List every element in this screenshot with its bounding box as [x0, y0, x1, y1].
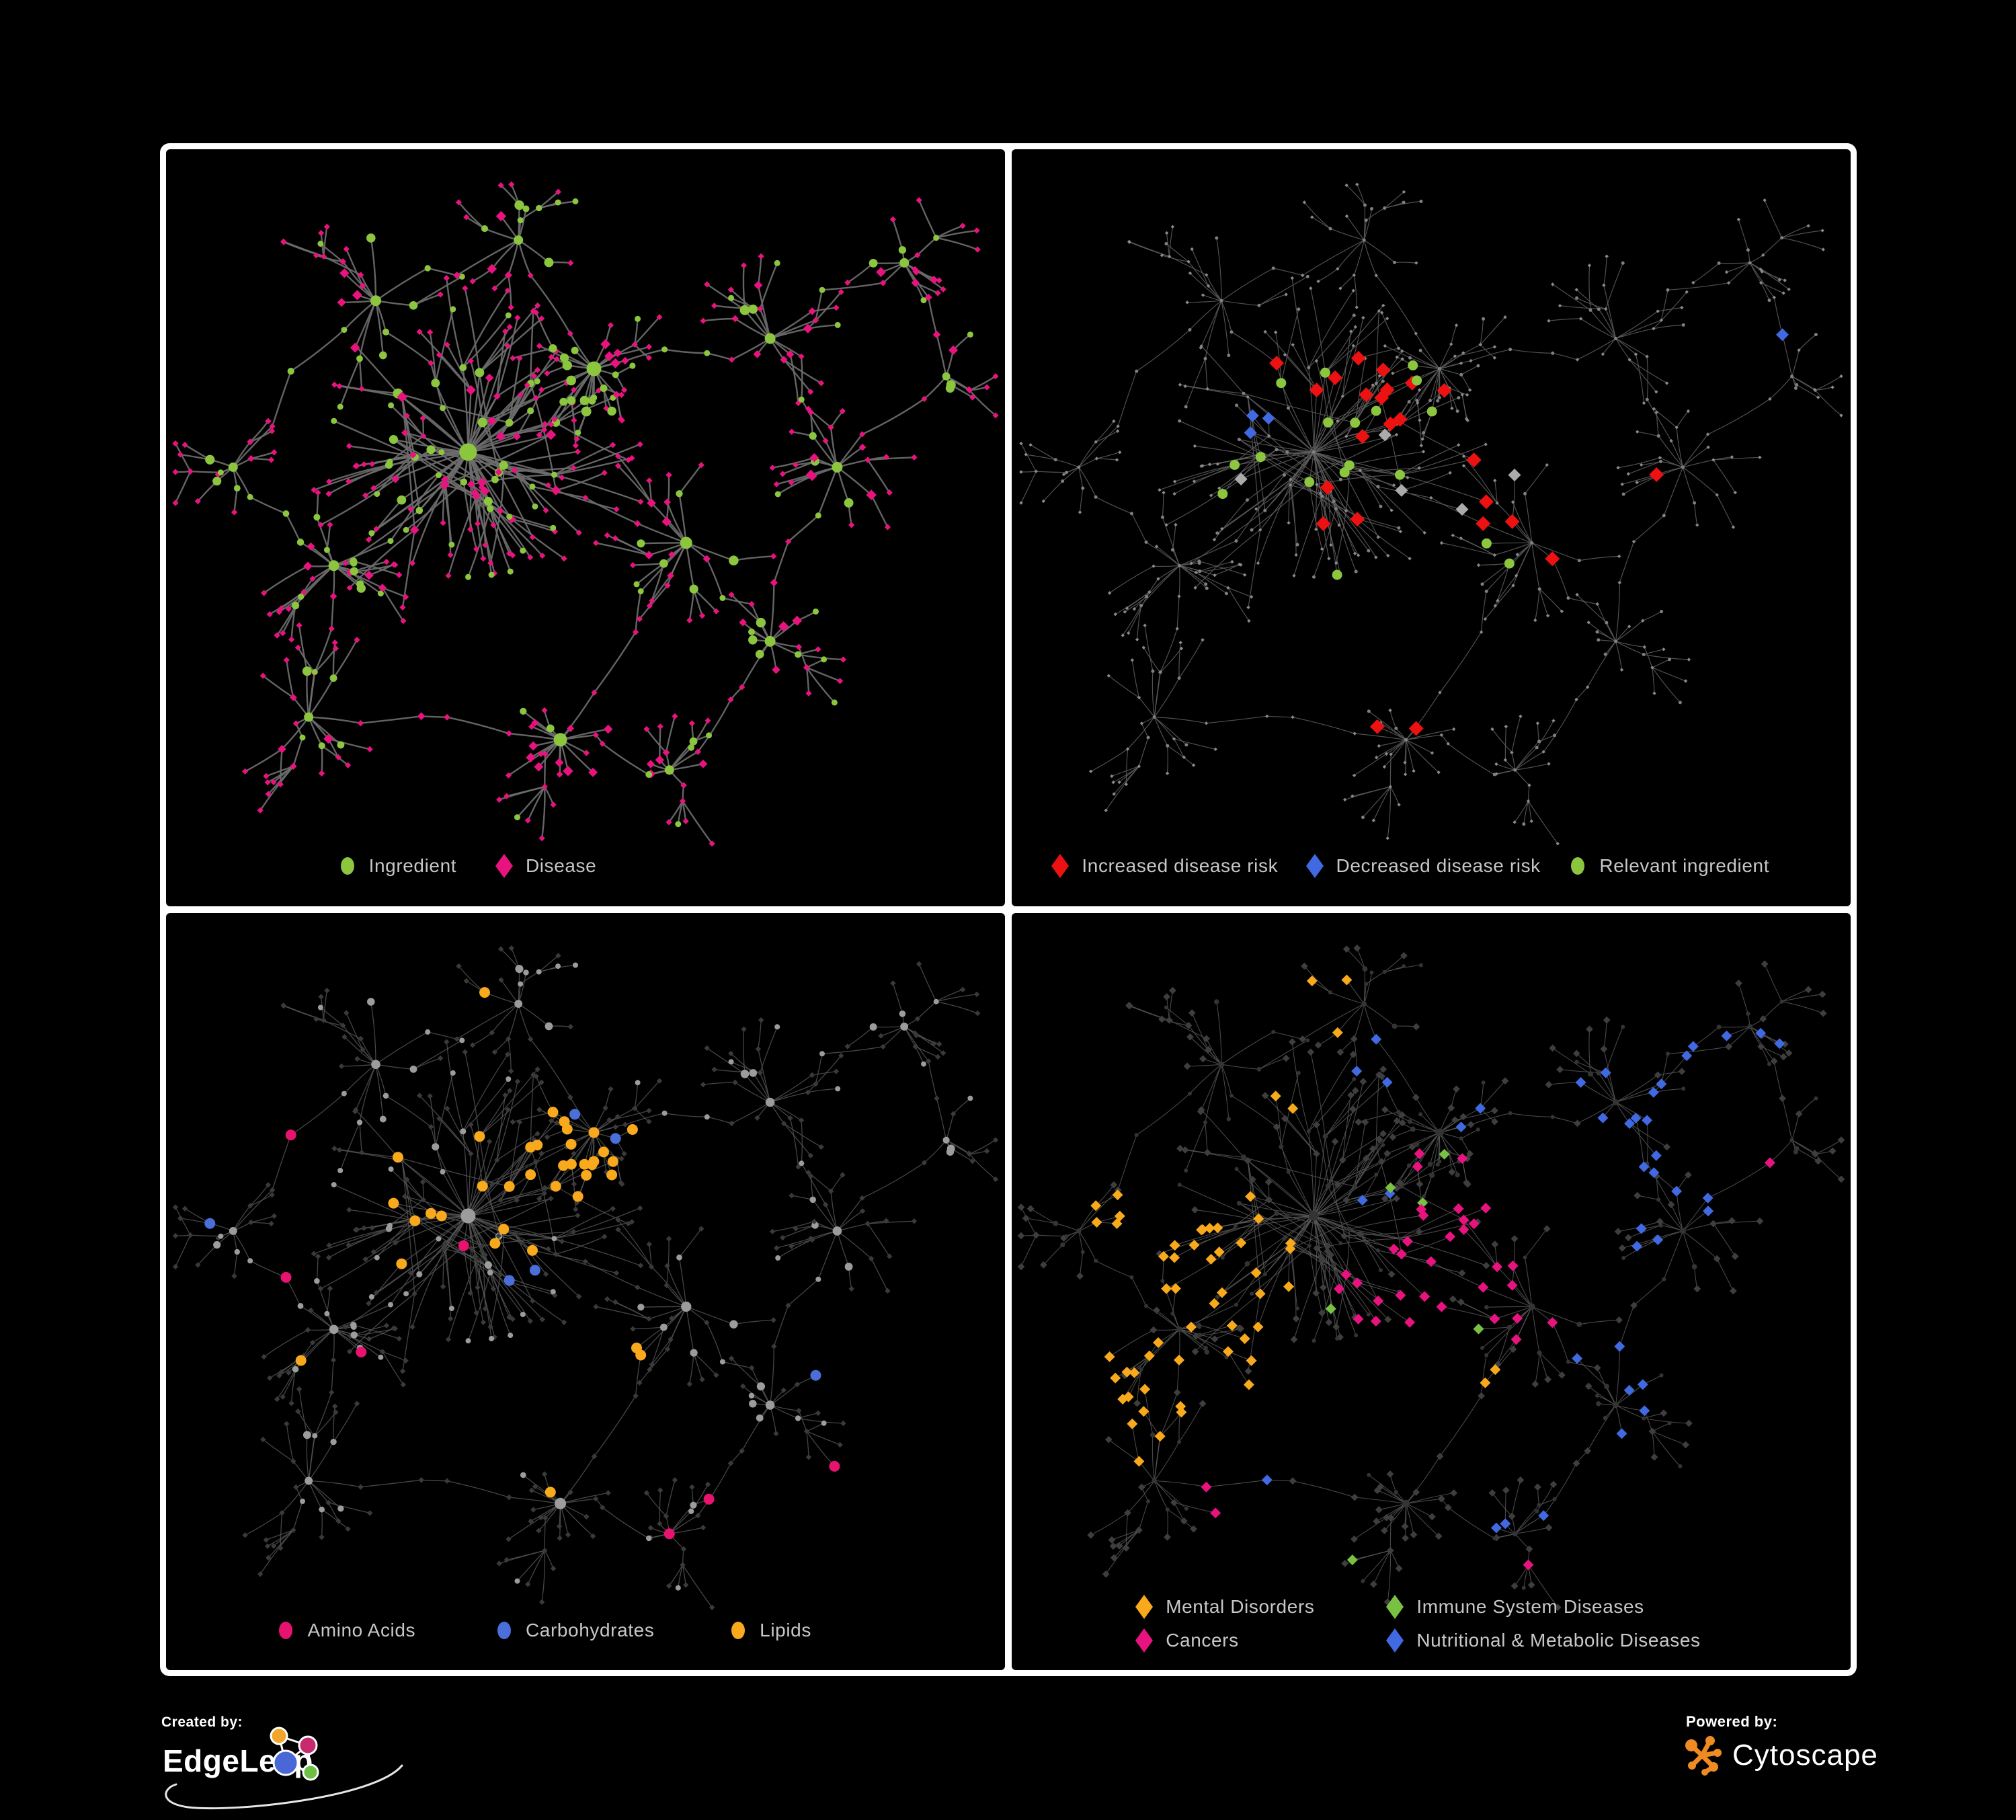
network-disease-classes — [1017, 944, 1845, 1612]
edgeleap-logo-network-icon — [270, 1727, 319, 1781]
panel-disease-risk: Increased disease risk Decreased disease … — [1012, 149, 1851, 906]
cytoscape-logo-text: Cytoscape — [1732, 1739, 1878, 1772]
network-ingredient-classes — [172, 945, 999, 1610]
edgeleap-swoosh-icon — [165, 1764, 403, 1810]
edgeleap-node-orange — [270, 1727, 288, 1745]
panel-disease-classes: Mental Disorders Immune System Diseases Ca… — [1012, 913, 1851, 1670]
edgeleap-node-green — [302, 1764, 319, 1781]
cytoscape-credit: Powered by: — [1684, 1713, 2000, 1801]
edgeleap-logo: EdgeLeap — [161, 1727, 497, 1818]
powered-by-label: Powered by: — [1686, 1713, 1778, 1730]
created-by-label: Created by: — [161, 1714, 243, 1730]
panel-ingredient-disease: Ingredient Disease — [166, 149, 1005, 906]
panel-grid: Ingredient Disease Increased disease risk… — [160, 143, 1857, 1676]
network-disease-risk — [1019, 182, 1843, 846]
cytoscape-logo-icon — [1685, 1736, 1722, 1776]
edgeleap-credit: Created by: EdgeLeap — [161, 1714, 497, 1820]
panel-ingredient-classes: Amino Acids Carbohydrates Lipids — [166, 913, 1005, 1670]
edgeleap-node-blue — [272, 1749, 299, 1776]
network-ingredient-disease — [172, 181, 999, 847]
edgeleap-node-pink — [298, 1735, 318, 1755]
